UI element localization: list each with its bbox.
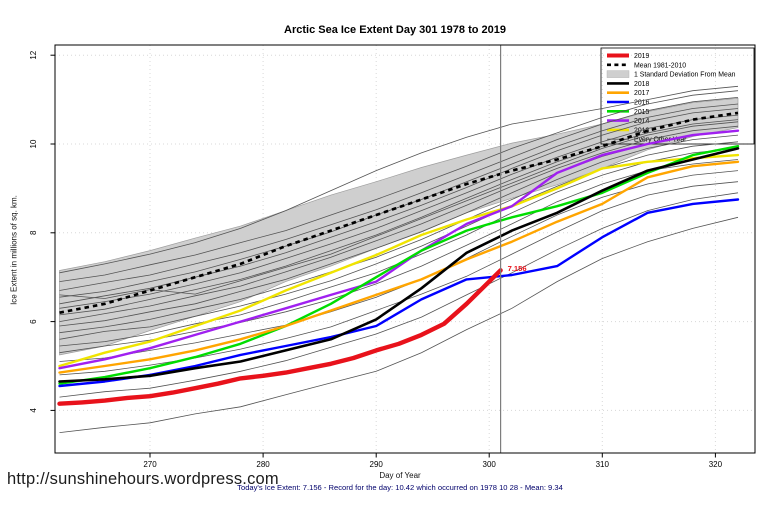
series-line-2016	[58, 198, 740, 388]
x-tick-label: 280	[256, 460, 270, 469]
other-year-line	[59, 108, 739, 305]
legend-label: 2019	[634, 53, 649, 60]
y-tick-label: 6	[29, 319, 38, 324]
x-axis-title: Day of Year	[379, 471, 421, 480]
legend-label: 1 Standard Deviation From Mean	[634, 72, 736, 79]
legend: 2019 Mean 1981-2010 1 Standard Deviation F…	[600, 47, 755, 145]
x-tick-label: 310	[596, 460, 610, 469]
x-tick-label: 300	[483, 460, 497, 469]
x-axis: 270 280 290 300 310 320	[143, 453, 723, 469]
series-line-2013	[58, 153, 740, 368]
series-line-2018	[58, 147, 740, 383]
x-tick-label: 290	[370, 460, 384, 469]
chart-footnote: Today's Ice Extent: 7.156 - Record for t…	[237, 483, 563, 492]
other-year-line	[59, 90, 739, 282]
y-tick-label: 12	[29, 50, 38, 59]
series-line-2019	[57, 268, 503, 406]
y-tick-label: 8	[29, 230, 38, 235]
source-url-link[interactable]: http://sunshinehours.wordpress.com	[7, 470, 279, 488]
other-year-line	[59, 134, 739, 334]
legend-label: 2016	[634, 100, 649, 107]
series-line-2015	[58, 144, 740, 385]
legend-label: 2014	[634, 118, 649, 125]
y-axis: 4 6 8 10 12	[29, 50, 55, 413]
series-line-2014	[58, 129, 740, 370]
legend-label: 2018	[634, 81, 649, 88]
y-axis-title: Ice Extent in millions of sq. km.	[9, 195, 19, 305]
y-tick-label: 4	[29, 408, 38, 413]
other-year-line	[59, 192, 739, 398]
other-year-line	[59, 216, 739, 433]
legend-label: Every Other Year	[634, 137, 687, 144]
current-value-annotation: 7.156	[508, 264, 527, 273]
legend-label: 2017	[634, 90, 649, 97]
plot-border	[54, 44, 756, 454]
other-year-line	[59, 103, 739, 298]
chart-title: Arctic Sea Ice Extent Day 301 1978 to 20…	[284, 24, 506, 36]
legend-label: Mean 1981-2010	[634, 62, 686, 69]
other-year-line	[59, 141, 739, 340]
other-year-line	[59, 114, 739, 309]
other-year-line	[59, 121, 739, 299]
other-year-line	[59, 159, 739, 354]
other-year-line	[59, 85, 739, 274]
other-year-line	[59, 97, 739, 291]
y-tick-label: 10	[29, 139, 38, 148]
legend-label: 2013	[634, 127, 649, 134]
other-year-line	[59, 125, 739, 322]
legend-swatch-band	[606, 70, 630, 78]
x-tick-label: 320	[709, 460, 723, 469]
series-line-2017	[58, 160, 740, 374]
other-year-line	[59, 119, 739, 316]
x-tick-label: 270	[143, 460, 157, 469]
